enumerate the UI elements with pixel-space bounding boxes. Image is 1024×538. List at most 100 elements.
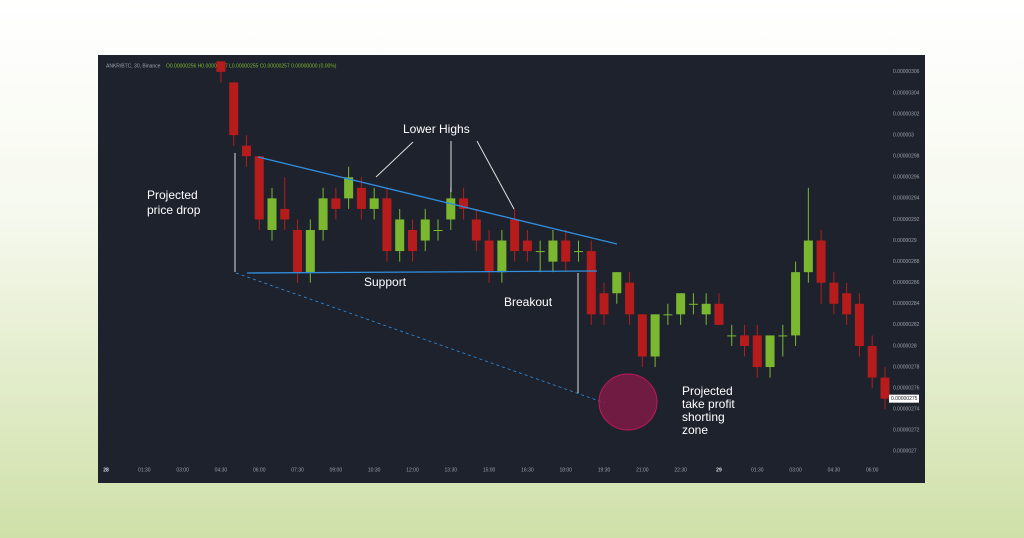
- candle-body: [459, 198, 469, 209]
- candle-body: [880, 377, 890, 399]
- candle-body: [369, 198, 379, 209]
- x-tick-label: 18:00: [559, 467, 572, 473]
- x-tick-label: 28: [103, 467, 109, 473]
- y-tick-label: 0.00000272: [893, 428, 920, 434]
- candle-body: [842, 293, 852, 315]
- x-tick-label: 04:30: [215, 467, 228, 473]
- candle-body: [867, 345, 877, 378]
- candle-body: [305, 229, 315, 273]
- resistance-line: [257, 156, 618, 245]
- candle-body: [267, 198, 277, 230]
- ohlc-header: O0.00000256 H0.00000257 L0.00000255 C0.0…: [166, 63, 337, 69]
- projection-line: [235, 272, 606, 404]
- candle-body: [548, 240, 558, 262]
- candle-body: [599, 293, 609, 315]
- candle-body: [829, 282, 839, 304]
- candle-body: [497, 240, 507, 273]
- y-tick-label: 0.0000027: [893, 449, 917, 455]
- annotation: shorting: [682, 410, 725, 424]
- y-tick-label: 0.00000306: [893, 69, 920, 75]
- candle-body: [241, 145, 251, 157]
- annotation: take profit: [682, 397, 735, 411]
- y-tick-label: 0.00000274: [893, 407, 920, 413]
- y-tick-label: 0.00000292: [893, 217, 920, 223]
- candle-body: [356, 187, 366, 209]
- x-tick-label: 06:00: [866, 467, 879, 473]
- y-tick-label: 0.00000276: [893, 385, 920, 391]
- candle-body: [727, 335, 737, 337]
- x-tick-label: 07:30: [291, 467, 304, 473]
- y-tick-label: 0.00000286: [893, 280, 920, 286]
- x-tick-label: 19:30: [598, 467, 611, 473]
- x-tick-label: 29: [716, 467, 722, 473]
- y-tick-label: 0.00000298: [893, 154, 920, 160]
- candle-body: [446, 198, 456, 220]
- candle-body: [637, 314, 647, 357]
- candle-body: [216, 61, 226, 72]
- candle-body: [765, 335, 775, 368]
- y-tick-label: 0.00000288: [893, 259, 920, 265]
- y-tick-label: 0.00000284: [893, 301, 920, 307]
- candle-body: [331, 198, 341, 209]
- annotation: Lower Highs: [403, 122, 470, 136]
- candle-body: [701, 303, 711, 315]
- candle-body: [740, 335, 749, 346]
- pointer: [476, 140, 515, 210]
- candle-body: [510, 219, 520, 252]
- candle-body: [535, 251, 545, 253]
- annotation: price drop: [147, 203, 201, 217]
- x-tick-label: 06:00: [253, 467, 266, 473]
- y-tick-label: 0.00000282: [893, 322, 920, 328]
- candles: [216, 61, 890, 410]
- candle-body: [433, 229, 443, 231]
- candle-body: [280, 208, 290, 220]
- symbol: ANKR/BTC, 30, Binance: [106, 63, 161, 69]
- annotation: Breakout: [504, 295, 553, 309]
- candle-body: [484, 240, 494, 273]
- candle-body: [407, 229, 417, 252]
- candle-body: [318, 198, 328, 230]
- candle-body: [816, 240, 826, 283]
- candle-body: [650, 314, 660, 357]
- x-tick-label: 12:00: [406, 467, 419, 473]
- candle-body: [471, 219, 481, 241]
- x-tick-label: 21:00: [636, 467, 649, 473]
- candle-body: [344, 177, 354, 199]
- x-tick-label: 03:00: [789, 467, 802, 473]
- y-tick-label: 0.0000029: [893, 238, 917, 244]
- candle-body: [688, 303, 698, 305]
- candle-body: [229, 82, 239, 136]
- x-tick-label: 22:30: [674, 467, 687, 473]
- candle-body: [612, 272, 622, 294]
- chart-panel: [98, 55, 925, 483]
- candle-body: [573, 251, 583, 253]
- candle-body: [561, 240, 571, 262]
- candle-body: [586, 251, 596, 315]
- x-tick-label: 10:30: [368, 467, 381, 473]
- x-tick-label: 09:00: [330, 467, 343, 473]
- candle-body: [791, 272, 801, 336]
- x-tick-label: 03:00: [176, 467, 189, 473]
- support-line: [246, 270, 598, 274]
- x-tick-label: 01:30: [751, 467, 764, 473]
- y-tick-label: 0.000003: [893, 132, 914, 138]
- candle-body: [714, 303, 724, 325]
- x-tick-label: 04:30: [828, 467, 841, 473]
- candle-body: [854, 303, 864, 346]
- last-price-box: [889, 394, 919, 403]
- y-tick-label: 0.00000304: [893, 90, 920, 96]
- last-price-label: 0.00000275: [891, 396, 918, 402]
- y-tick-label: 0.00000294: [893, 196, 920, 202]
- candle-body: [778, 335, 788, 337]
- y-tick-label: 0.00000278: [893, 364, 920, 370]
- x-tick-label: 13:30: [445, 467, 458, 473]
- y-tick-label: 0.00000296: [893, 175, 920, 181]
- candle-body: [676, 293, 686, 315]
- candle-body: [752, 335, 762, 368]
- x-tick-label: 16:30: [521, 467, 534, 473]
- candle-body: [663, 314, 673, 316]
- candle-body: [293, 229, 303, 273]
- annotation: Projected: [147, 188, 198, 202]
